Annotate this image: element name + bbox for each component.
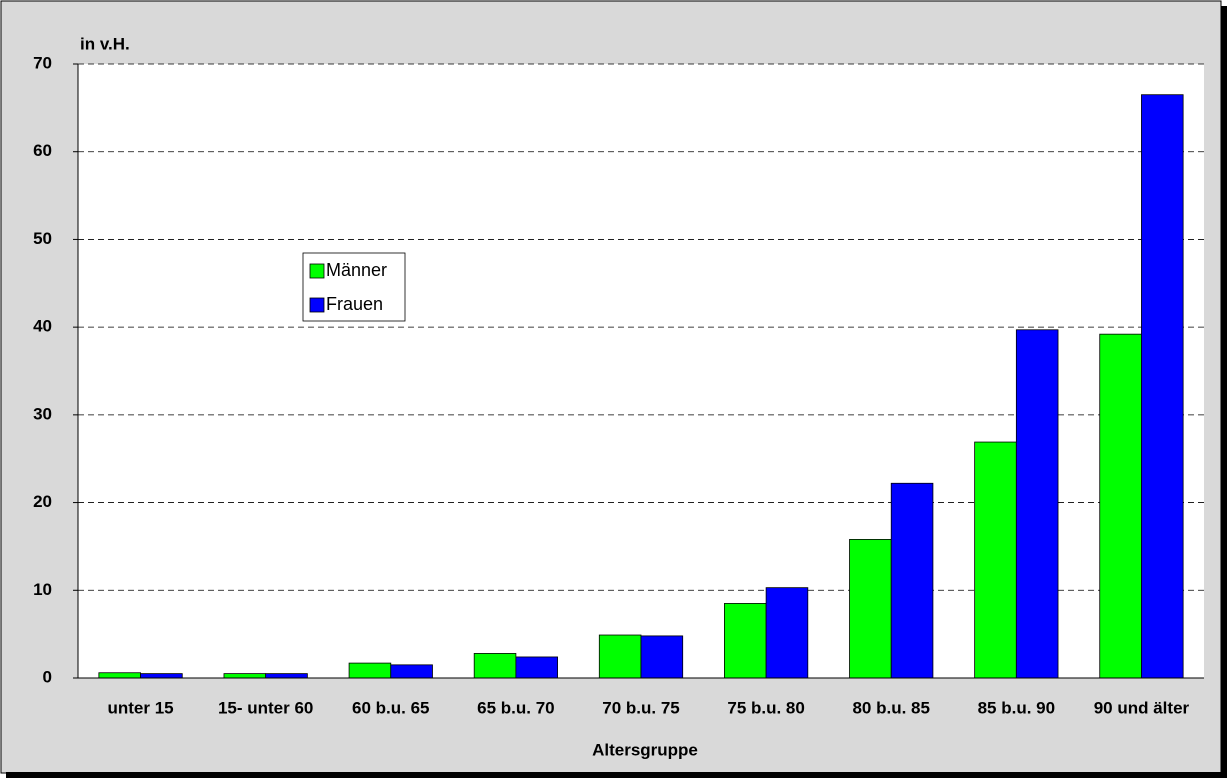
- legend-label: Frauen: [326, 294, 383, 314]
- y-tick-label: 0: [43, 667, 52, 686]
- y-tick-label: 50: [33, 229, 52, 248]
- y-tick-label: 60: [33, 141, 52, 160]
- x-tick-label: 80 b.u. 85: [852, 698, 929, 717]
- legend-label: Männer: [326, 260, 387, 280]
- x-axis-label: Altersgruppe: [592, 740, 698, 759]
- bar: [849, 539, 892, 679]
- bar: [223, 673, 267, 679]
- bar: [348, 662, 392, 679]
- bar: [265, 673, 308, 679]
- bar: [140, 673, 183, 679]
- y-tick-label: 20: [33, 492, 52, 511]
- y-tick-label: 30: [33, 404, 52, 423]
- y-axis-label: in v.H.: [80, 34, 130, 53]
- legend-swatch: [309, 297, 325, 313]
- x-tick-label: unter 15: [107, 698, 173, 717]
- x-tick-label: 60 b.u. 65: [352, 698, 429, 717]
- bar: [974, 441, 1017, 679]
- bar: [515, 656, 558, 679]
- bar: [598, 634, 642, 679]
- y-tick-label: 70: [33, 53, 52, 72]
- y-tick-label: 10: [33, 580, 52, 599]
- x-tick-label: 85 b.u. 90: [978, 698, 1055, 717]
- bar: [640, 635, 684, 679]
- bar: [724, 603, 767, 679]
- x-tick-label: 15- unter 60: [218, 698, 313, 717]
- bar: [1141, 94, 1184, 679]
- bar: [1015, 329, 1059, 679]
- x-tick-label: 70 b.u. 75: [602, 698, 679, 717]
- y-tick-label: 40: [33, 317, 52, 336]
- x-tick-label: 90 und älter: [1094, 698, 1190, 717]
- legend-swatch: [309, 263, 325, 279]
- x-tick-label: 65 b.u. 70: [477, 698, 554, 717]
- bar: [98, 672, 141, 679]
- bar: [1099, 333, 1142, 679]
- bar: [765, 587, 809, 679]
- bar: [390, 664, 433, 679]
- bar: [890, 482, 934, 679]
- x-tick-label: 75 b.u. 80: [727, 698, 804, 717]
- bar: [473, 653, 517, 679]
